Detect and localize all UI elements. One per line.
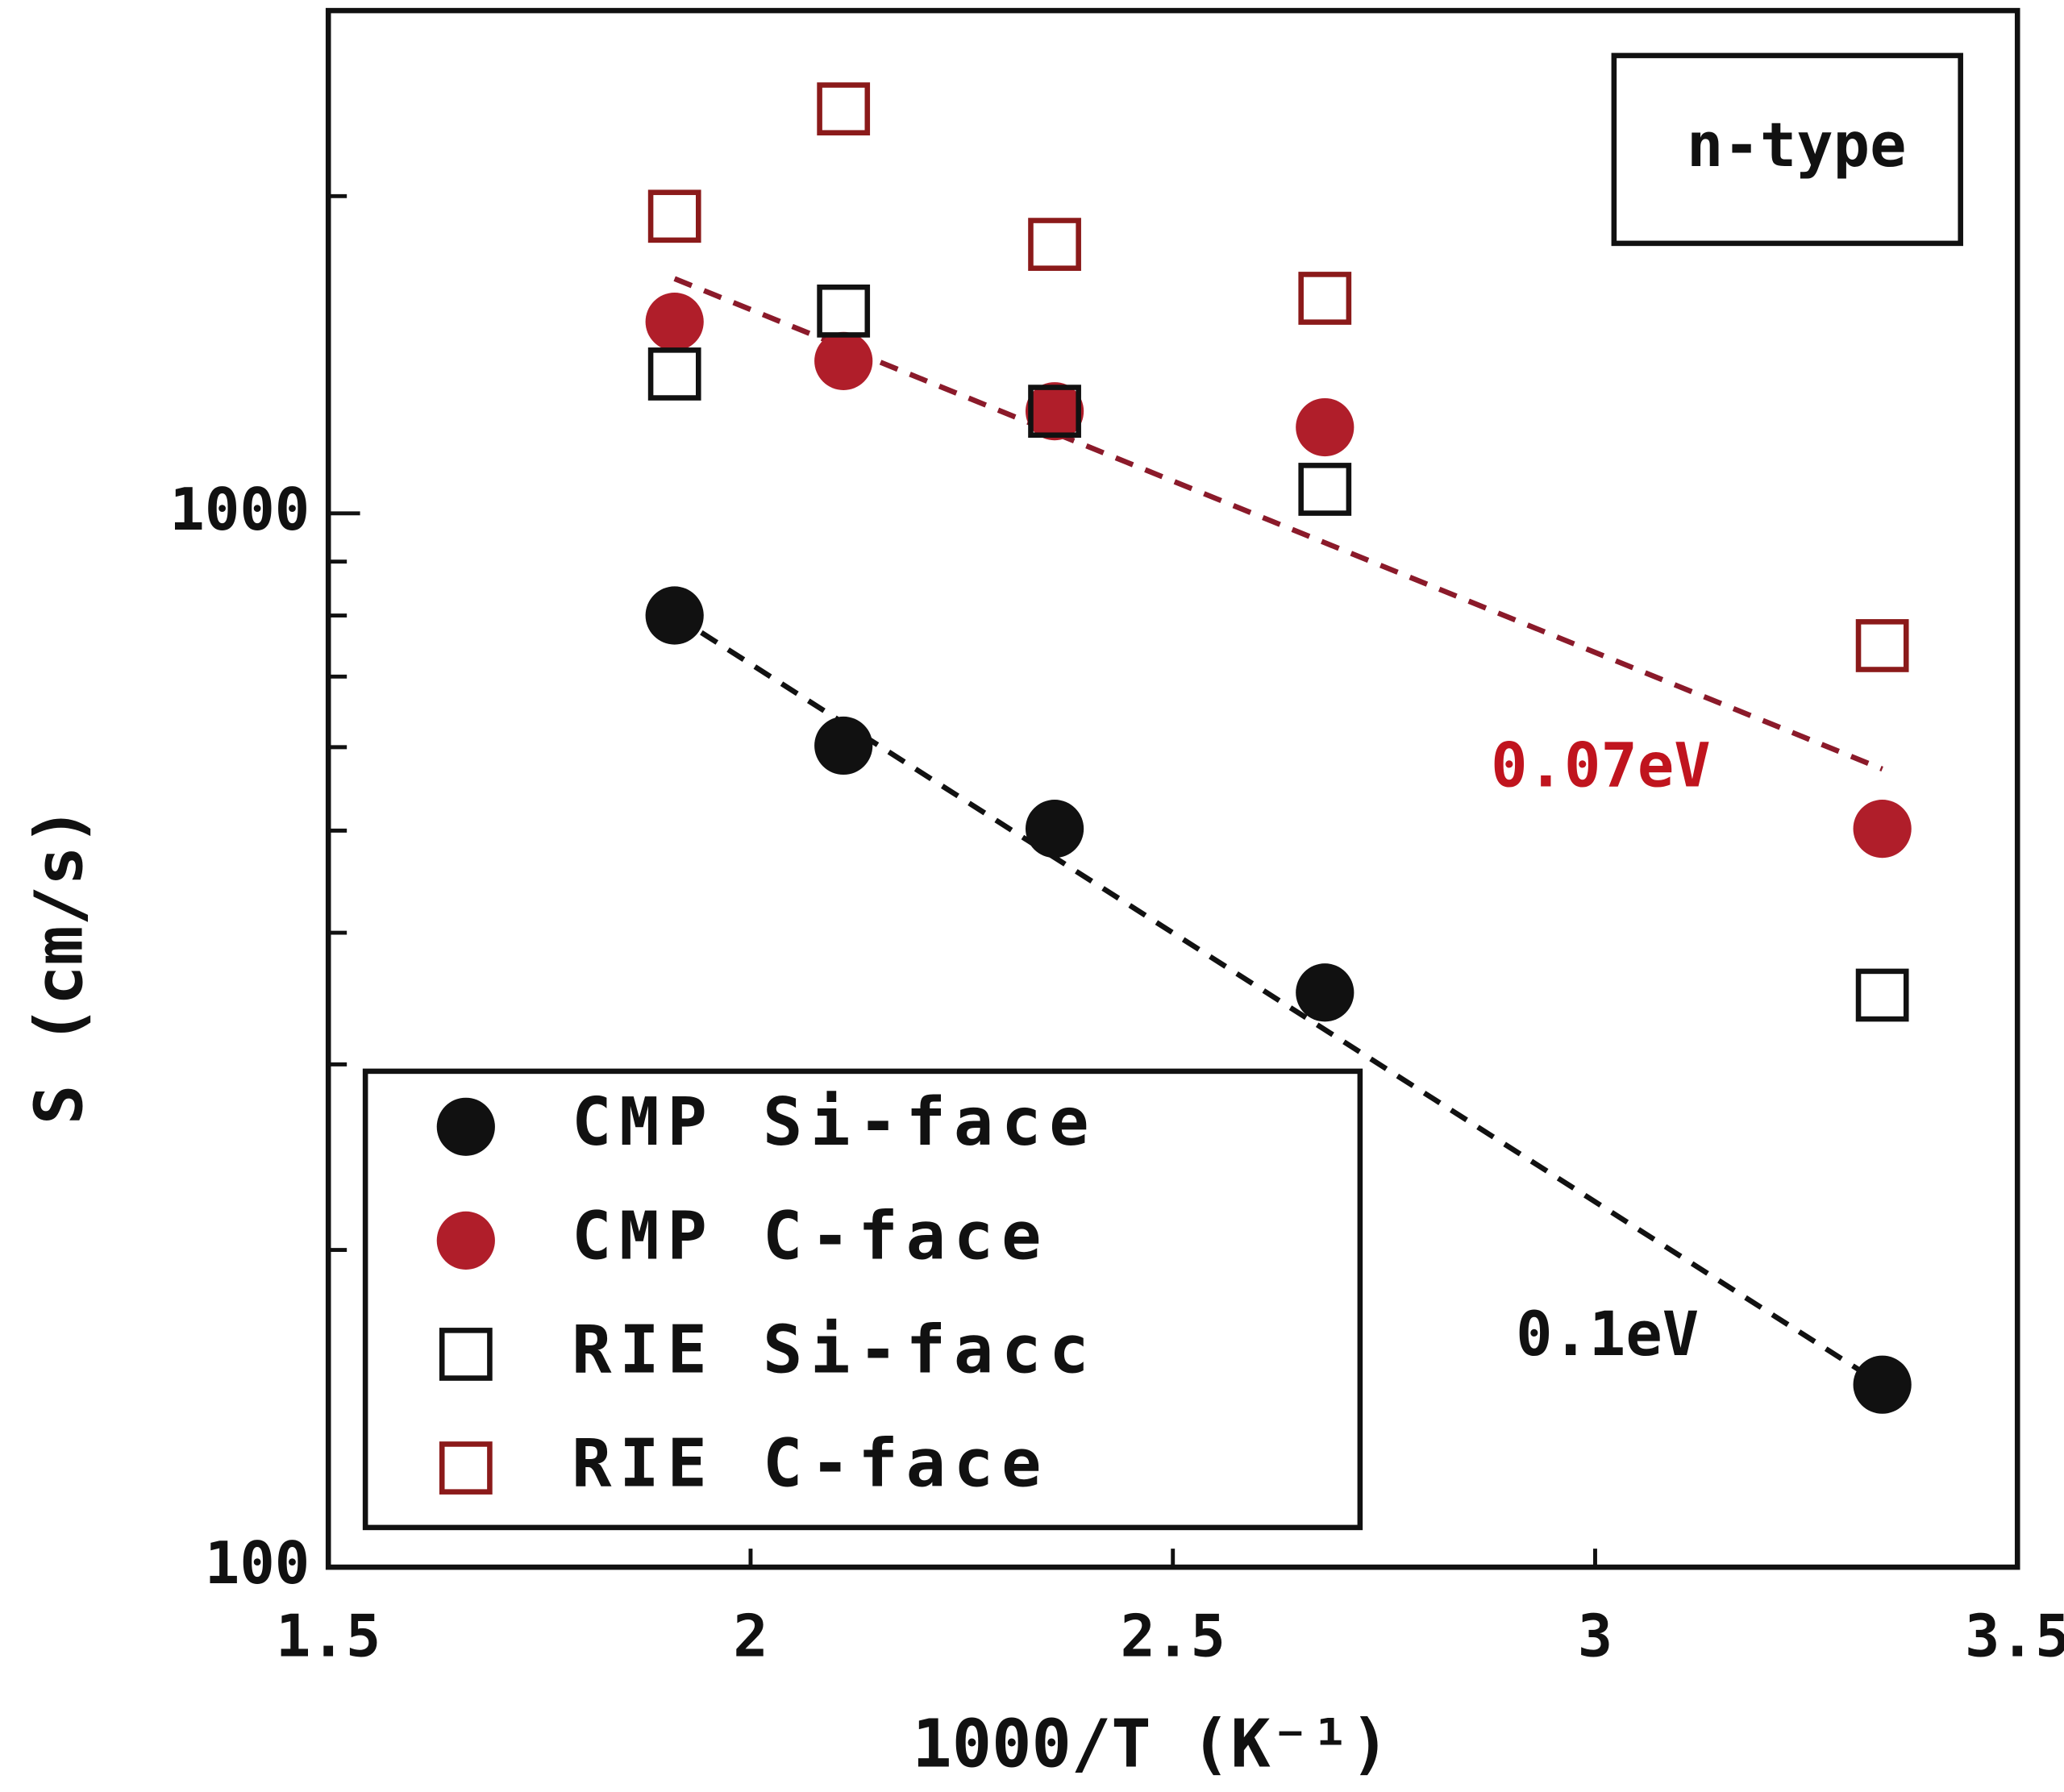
annotation: 0.1eV — [1516, 1299, 1699, 1370]
annotation: n-type — [1687, 110, 1907, 181]
data-point — [1855, 619, 1909, 672]
data-point — [645, 586, 704, 645]
data-point — [1298, 463, 1352, 516]
x-tick-label: 3.5 — [1965, 1603, 2064, 1670]
data-point — [814, 716, 873, 775]
data-point — [647, 347, 701, 401]
legend-marker — [436, 1097, 495, 1156]
annotation-box — [1611, 52, 1963, 247]
x-tick-label: 3 — [1578, 1603, 1612, 1670]
legend-label: CMP C-face — [572, 1198, 1049, 1274]
data-point — [645, 293, 704, 351]
data-point — [1298, 272, 1352, 325]
x-axis-title: 1000/T (K⁻¹) — [912, 1706, 1390, 1782]
legend-box — [362, 1068, 1363, 1531]
data-point — [1853, 1355, 1912, 1414]
fit-line — [673, 276, 1883, 772]
data-point — [814, 331, 873, 390]
data-point — [1025, 800, 1084, 859]
y-tick-label: 100 — [205, 1530, 310, 1598]
data-point — [1296, 963, 1354, 1022]
x-tick-label: 1.5 — [276, 1603, 381, 1670]
data-point — [1025, 382, 1084, 441]
legend-marker — [439, 1441, 493, 1495]
legend-label: RIE C-face — [572, 1426, 1049, 1503]
y-tick-label: 1000 — [169, 476, 310, 544]
legend-label: RIE Si-facc — [572, 1312, 1096, 1388]
annotation: 0.07eV — [1491, 730, 1711, 800]
data-point — [1855, 968, 1909, 1022]
data-point — [1028, 218, 1081, 272]
legend-marker — [436, 1211, 495, 1270]
x-tick-label: 2.5 — [1121, 1603, 1226, 1670]
data-point — [1028, 385, 1081, 439]
legend-marker — [439, 1328, 493, 1381]
data-point — [817, 82, 871, 135]
legend-label: CMP Si-face — [572, 1084, 1096, 1161]
y-axis-title: S (cm/s) — [22, 806, 98, 1125]
data-point — [647, 189, 701, 243]
fit-line — [672, 613, 1884, 1387]
x-tick-label: 2 — [733, 1603, 768, 1670]
data-point — [817, 284, 871, 338]
data-point — [1296, 397, 1354, 457]
data-point — [1853, 800, 1912, 859]
